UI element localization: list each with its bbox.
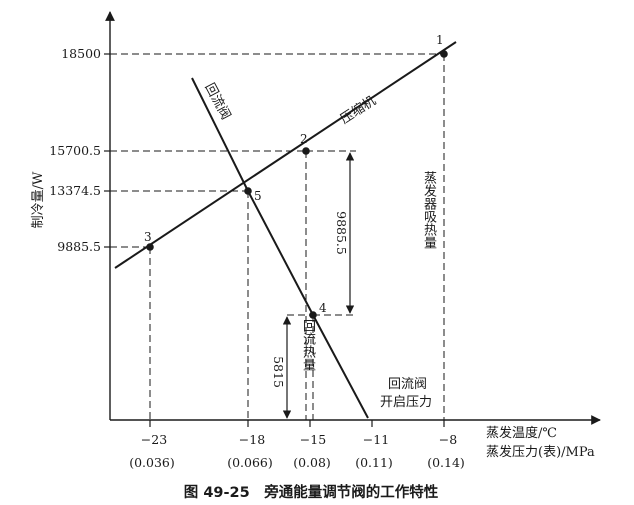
point-5 <box>244 187 252 195</box>
x-tick-temp: −23 <box>141 432 167 447</box>
figure-caption: 图 49-25 旁通能量调节阀的工作特性 <box>184 483 439 501</box>
x-tick-pressure: (0.11) <box>355 455 393 470</box>
y-tick-label: 18500 <box>61 46 101 61</box>
x-tick-temp: −8 <box>439 432 457 447</box>
x-tick-pressure: (0.14) <box>427 455 465 470</box>
x-ticks <box>149 420 445 427</box>
evaporator-label: 蒸发器吸热量 <box>358 171 437 249</box>
valve-curve <box>191 77 369 419</box>
y-tick-label: 13374.5 <box>49 183 101 198</box>
x-axis-label-temp: 蒸发温度/℃ <box>486 425 557 441</box>
points <box>146 50 448 319</box>
horizontal-guides <box>110 53 444 316</box>
return-heat-value: 5815 <box>271 356 286 388</box>
y-tick-label: 9885.5 <box>57 239 101 254</box>
compressor-curve <box>114 41 457 269</box>
x-tick-temp: −18 <box>239 432 265 447</box>
point-2 <box>302 147 310 155</box>
evaporator-label-text: 蒸发器吸热量 <box>358 171 437 249</box>
point-1 <box>440 50 448 58</box>
y-axis-label: 制冷量/W <box>31 171 46 228</box>
x-tick-pressure: (0.08) <box>293 455 331 470</box>
point-1-label: 1 <box>436 33 444 47</box>
compressor-label: 压缩机 <box>337 93 378 128</box>
vertical-guides <box>149 54 445 420</box>
point-3-label: 3 <box>144 230 152 244</box>
point-5-label: 5 <box>254 189 262 203</box>
point-3 <box>146 243 154 251</box>
point-2-label: 2 <box>300 132 308 146</box>
return-heat-label: 回流热量 <box>263 319 316 371</box>
evaporator-value: 9885.5 <box>334 211 349 255</box>
valve-open-label-2: 开启压力 <box>380 395 432 410</box>
point-4 <box>309 311 317 319</box>
valve-open-label-1: 回流阀 <box>388 377 427 392</box>
x-tick-pressure: (0.036) <box>129 455 175 470</box>
x-tick-pressure: (0.066) <box>227 455 273 470</box>
x-axis-label-pressure: 蒸发压力(表)/MPa <box>486 444 595 460</box>
x-tick-temp: −11 <box>363 432 389 447</box>
point-4-label: 4 <box>319 301 327 315</box>
y-tick-label: 15700.5 <box>49 143 101 158</box>
y-ticks: 18500 15700.5 13374.5 9885.5 <box>49 46 110 254</box>
valve-label: 回流阀 <box>201 81 233 122</box>
x-tick-temp: −15 <box>300 432 326 447</box>
return-heat-label-text: 回流热量 <box>263 319 316 371</box>
